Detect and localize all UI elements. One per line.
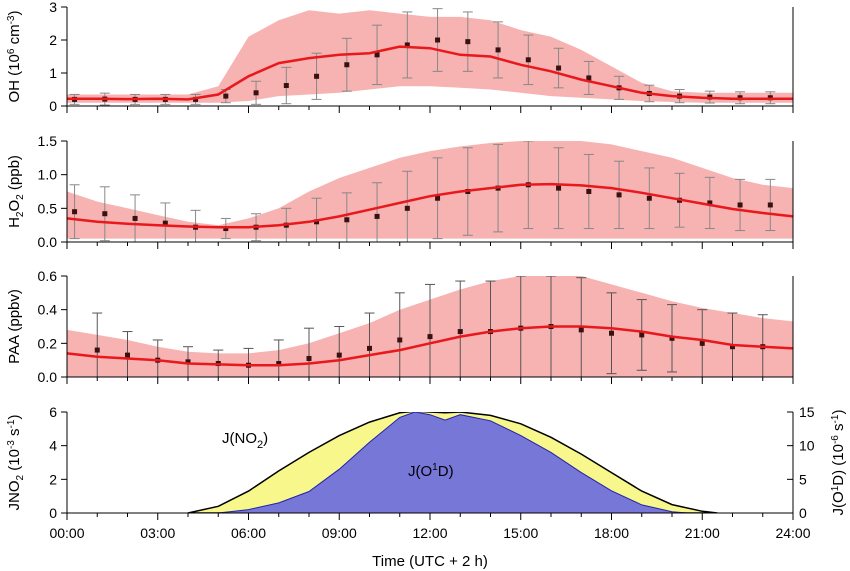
plot-area-oh	[67, 8, 793, 106]
x-tick-label: 06:00	[231, 525, 266, 541]
data-point	[344, 217, 350, 223]
data-point	[639, 332, 645, 338]
shared-x-axis: 00:00 03:00 06:00 09:00 12:00 15:00 18:00 21:00…	[49, 525, 810, 570]
data-point	[609, 330, 614, 336]
data-point	[344, 62, 350, 68]
data-point	[556, 65, 562, 71]
data-point	[283, 83, 289, 89]
y-tick-label: 0.6	[38, 268, 58, 284]
y2-tick-label: 15	[799, 404, 815, 420]
model-line	[67, 45, 793, 101]
y-tick-label: 6	[49, 404, 57, 420]
y-axis-label: H2O2 (ppb)	[6, 155, 26, 228]
y-axis-label: JNO2 (10-3 s-1)	[6, 415, 26, 511]
data-point	[223, 93, 229, 99]
x-tick-label: 15:00	[503, 525, 538, 541]
model-range-band	[67, 10, 793, 103]
data-point	[374, 52, 380, 58]
y-tick-label: 1.0	[38, 167, 58, 183]
data-point	[767, 202, 773, 208]
y-tick-label: 0.5	[38, 200, 58, 216]
data-point	[132, 215, 138, 221]
annotation-jno2: J(NO2)	[222, 430, 268, 451]
y-tick-label: 0.0	[38, 234, 58, 250]
x-tick-label: 00:00	[49, 525, 84, 541]
data-point	[185, 359, 191, 365]
x-tick-label: 09:00	[322, 525, 357, 541]
data-point	[578, 327, 584, 333]
data-point	[646, 195, 652, 201]
panel-photolysis: J(NO2) J(O1D) 0 5 10 15 J(O1D) (10-6 s-1) 0 2 4 6 J…	[6, 404, 847, 521]
data-point	[397, 337, 403, 343]
data-point	[730, 344, 735, 350]
model-line	[67, 182, 793, 229]
y-tick-label: 4	[49, 438, 57, 454]
y-axis-label: OH (106 cm-3)	[6, 11, 23, 103]
data-point	[102, 211, 108, 217]
data-point	[276, 361, 282, 367]
x-tick-label: 03:00	[140, 525, 175, 541]
data-point	[314, 219, 320, 225]
data-point	[404, 42, 410, 48]
y-tick-label: 0.0	[38, 369, 58, 385]
y-tick-label: 1	[49, 65, 57, 81]
x-tick-label: 21:00	[685, 525, 720, 541]
data-point	[495, 47, 501, 53]
x-axis-label: Time (UTC + 2 h)	[372, 553, 488, 570]
y2-tick-label: 5	[799, 471, 807, 487]
data-point	[525, 57, 531, 63]
jo1d-area	[218, 412, 688, 513]
y-tick-label: 3	[49, 0, 57, 15]
data-point	[94, 347, 100, 353]
y-tick-label: 0	[49, 505, 57, 521]
x-tick-label: 12:00	[412, 525, 447, 541]
plot-area-paa	[67, 276, 793, 377]
data-point	[72, 209, 78, 215]
y-tick-label: 2	[49, 32, 57, 48]
data-point	[427, 334, 433, 340]
data-point	[707, 200, 713, 206]
y-tick-label: 2	[49, 471, 57, 487]
model-line	[67, 325, 793, 367]
y-tick-label: 0	[49, 98, 57, 114]
data-point	[699, 340, 705, 346]
panel-oh: 0 1 2 3 OH (106 cm-3)	[6, 0, 794, 114]
data-point	[669, 335, 675, 341]
y-axis-label: PAA (ppbv)	[6, 289, 23, 364]
data-point	[367, 345, 372, 351]
data-point	[435, 37, 441, 43]
y2-tick-label: 10	[799, 438, 815, 454]
data-point	[162, 220, 168, 226]
x-tick-label: 18:00	[594, 525, 629, 541]
data-point	[253, 90, 259, 96]
plot-area-h2o2	[67, 141, 793, 242]
y-tick-label: 0.2	[38, 335, 58, 351]
data-point	[306, 355, 312, 361]
data-point	[125, 352, 130, 358]
data-point	[336, 352, 342, 358]
data-point	[556, 185, 562, 191]
model-range-band	[67, 141, 793, 239]
data-point	[586, 75, 592, 81]
panel-h2o2: 0.0 0.5 1.0 1.5 H2O2 (ppb)	[6, 133, 794, 250]
data-point	[404, 205, 410, 211]
data-point	[465, 39, 471, 45]
y-tick-label: 1.5	[38, 133, 58, 149]
y2-tick-label: 0	[799, 505, 807, 521]
y2-axis-label: J(O1D) (10-6 s-1)	[830, 410, 847, 516]
data-point	[223, 226, 229, 232]
data-point	[374, 213, 380, 219]
panel-paa: 0.0 0.2 0.4 0.6 PAA (ppbv)	[6, 268, 794, 385]
y-tick-label: 0.4	[38, 302, 58, 318]
annotation-jo1d: J(O1D)	[408, 462, 454, 480]
data-point	[586, 189, 592, 194]
plot-area-photolysis	[187, 412, 718, 513]
x-tick-label: 24:00	[775, 525, 810, 541]
data-point	[314, 73, 320, 79]
data-point	[457, 329, 463, 335]
data-point	[435, 195, 441, 201]
data-point	[616, 192, 622, 198]
data-point	[737, 202, 743, 208]
